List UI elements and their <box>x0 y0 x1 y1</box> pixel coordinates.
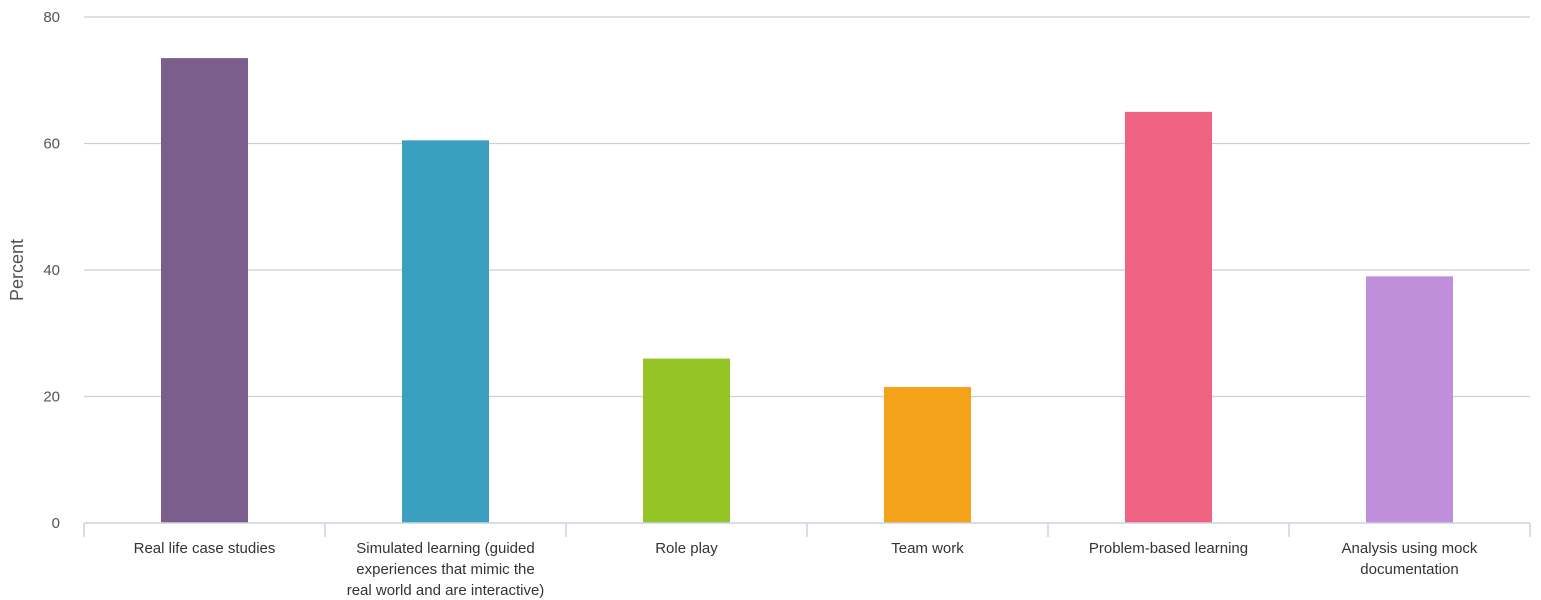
x-tick-label: Real life case studies <box>134 540 276 557</box>
y-tick-label: 0 <box>52 515 60 532</box>
x-axis-labels: Real life case studies Simulated learning… <box>134 540 1478 599</box>
gridlines <box>84 16 1530 398</box>
bar <box>1125 111 1212 523</box>
y-tick-label: 20 <box>43 389 60 406</box>
bar <box>1366 276 1453 523</box>
x-tick-label: Simulated learning (guided experiences th… <box>347 540 545 599</box>
x-axis <box>83 522 1531 537</box>
y-tick-label: 60 <box>43 136 60 153</box>
bar <box>402 140 489 523</box>
x-tick-label: Team work <box>891 540 964 557</box>
bars <box>161 58 1453 524</box>
y-axis-ticks: 0 20 40 60 80 <box>43 9 60 532</box>
x-tick-label: Problem-based learning <box>1089 540 1248 557</box>
x-tick-label: Analysis using mock documentation <box>1342 540 1478 578</box>
bar <box>161 58 248 524</box>
y-tick-label: 40 <box>43 262 60 279</box>
bar <box>884 387 971 523</box>
y-axis-title: Percent <box>7 239 27 301</box>
y-tick-label: 80 <box>43 9 60 26</box>
x-tick-label: Role play <box>655 540 718 557</box>
bar <box>643 358 730 523</box>
